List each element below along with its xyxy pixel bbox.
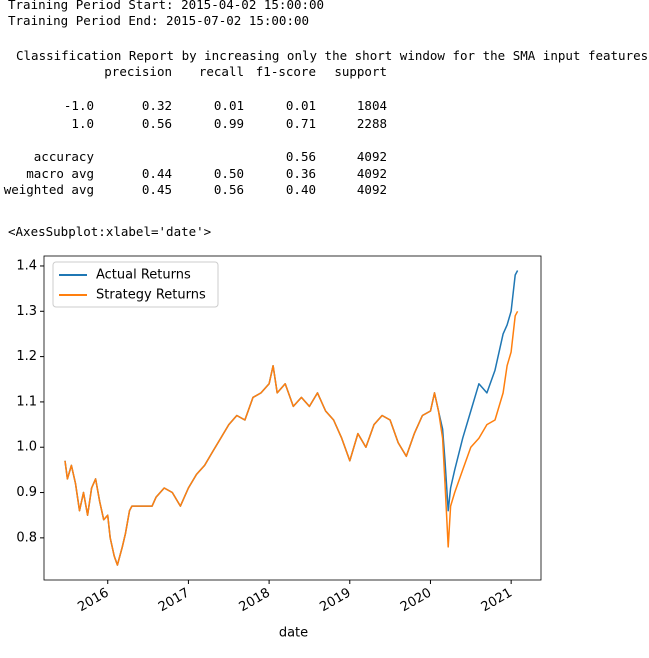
x-tick-label: 2017 <box>156 586 192 616</box>
report-row-label: -1.0 <box>63 98 94 113</box>
report-row-label: 1.0 <box>71 116 94 131</box>
report-cell: 0.01 <box>213 98 244 113</box>
x-tick-label: 2016 <box>75 586 111 616</box>
legend-box <box>52 261 219 308</box>
report-cell: 4092 <box>356 149 387 164</box>
report-cell: 0.45 <box>141 182 172 197</box>
report-cell: 0.40 <box>285 182 316 197</box>
y-tick-label: 0.9 <box>16 485 37 500</box>
report-cell: 0.99 <box>213 116 244 131</box>
report-cell: 2288 <box>356 116 387 131</box>
report-cell: 0.44 <box>141 166 172 181</box>
x-tick-label: 2021 <box>479 586 515 616</box>
y-tick-label: 1.2 <box>16 349 37 364</box>
report-cell: 0.50 <box>213 166 244 181</box>
report-row-label: macro avg <box>26 166 94 181</box>
legend-label: Actual Returns <box>96 268 191 283</box>
report-header: f1-score <box>255 64 316 79</box>
report-row-label: weighted avg <box>3 182 94 197</box>
y-tick-label: 1.1 <box>16 394 37 409</box>
x-tick-label: 2019 <box>317 586 353 616</box>
x-axis-label: date <box>279 626 308 641</box>
report-cell: 0.56 <box>285 149 316 164</box>
y-tick-label: 1.0 <box>16 440 37 455</box>
report-header: recall <box>198 64 244 79</box>
legend-label: Strategy Returns <box>96 288 206 303</box>
axes-repr: <AxesSubplot:xlabel='date'> <box>8 224 212 239</box>
y-tick-label: 1.4 <box>16 258 37 273</box>
report-cell: 0.01 <box>285 98 316 113</box>
report-header: precision <box>104 64 172 79</box>
x-tick-label: 2018 <box>237 586 273 616</box>
axes-frame <box>43 255 542 581</box>
report-header: support <box>334 64 387 79</box>
output-line: Training Period Start: 2015-04-02 15:00:… <box>8 0 325 12</box>
report-row-label: accuracy <box>33 149 94 164</box>
report-cell: 0.56 <box>141 116 172 131</box>
x-tick-label: 2020 <box>398 586 434 616</box>
y-tick-label: 0.8 <box>16 530 37 545</box>
report-cell: 0.71 <box>285 116 316 131</box>
line-series <box>64 310 519 566</box>
report-cell: 0.32 <box>141 98 172 113</box>
report-title: Classification Report by increasing only… <box>16 48 649 63</box>
y-tick-label: 1.3 <box>16 304 37 319</box>
report-cell: 0.56 <box>213 182 244 197</box>
output-line: Training Period End: 2015-07-02 15:00:00 <box>8 13 310 28</box>
report-cell: 4092 <box>356 182 387 197</box>
report-cell: 0.36 <box>285 166 316 181</box>
report-cell: 1804 <box>356 98 387 113</box>
report-cell: 4092 <box>356 166 387 181</box>
